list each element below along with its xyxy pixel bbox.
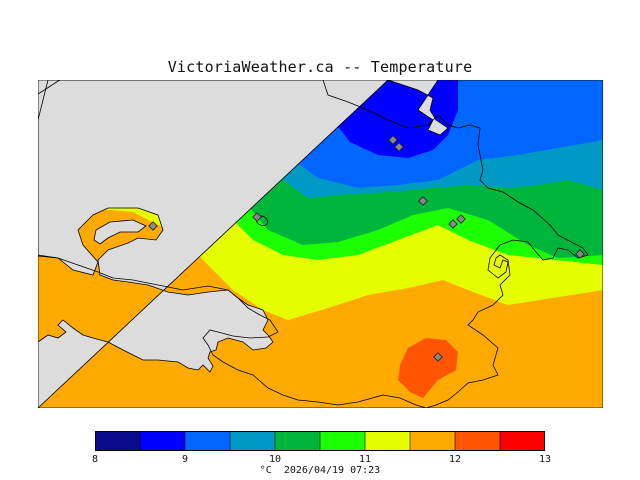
unit-label: °C [259, 465, 272, 476]
timestamp: 2026/04/19 07:23 [283, 465, 381, 476]
ocean-overlay [38, 80, 603, 408]
chart-title: VictoriaWeather.ca -- Temperature [167, 58, 473, 76]
footer-caption: °C 2026/04/19 07:23 [0, 465, 640, 476]
legend-swatch [95, 431, 141, 451]
station-marker [433, 352, 443, 362]
station-marker [388, 135, 398, 145]
inlet [93, 219, 147, 245]
coast-north-arc [38, 80, 61, 95]
legend-swatch [320, 431, 366, 451]
legend-tick-label: 9 [181, 454, 189, 465]
legend-swatch [365, 431, 411, 451]
legend-swatch [185, 431, 231, 451]
legend-swatch [230, 431, 276, 451]
station-marker [456, 214, 466, 224]
station-marker [394, 142, 404, 152]
legend-tick-label: 10 [268, 454, 282, 465]
coastline [38, 80, 589, 408]
legend-tick-label: 13 [538, 454, 552, 465]
color-legend [95, 431, 545, 451]
station-marker [252, 212, 262, 222]
legend-swatch [500, 431, 545, 451]
legend-tick-label: 8 [91, 454, 99, 465]
station-markers [148, 135, 585, 362]
station-marker [418, 196, 428, 206]
legend-swatch [140, 431, 186, 451]
legend-swatch [455, 431, 501, 451]
station-marker [448, 219, 458, 229]
station-marker [575, 249, 585, 259]
legend-swatch [410, 431, 456, 451]
temperature-map [38, 80, 603, 408]
legend-swatch [275, 431, 321, 451]
station-marker [148, 221, 158, 231]
zone-12-12-5 [398, 338, 458, 398]
legend-tick-label: 11 [358, 454, 372, 465]
legend-tick-label: 12 [448, 454, 462, 465]
